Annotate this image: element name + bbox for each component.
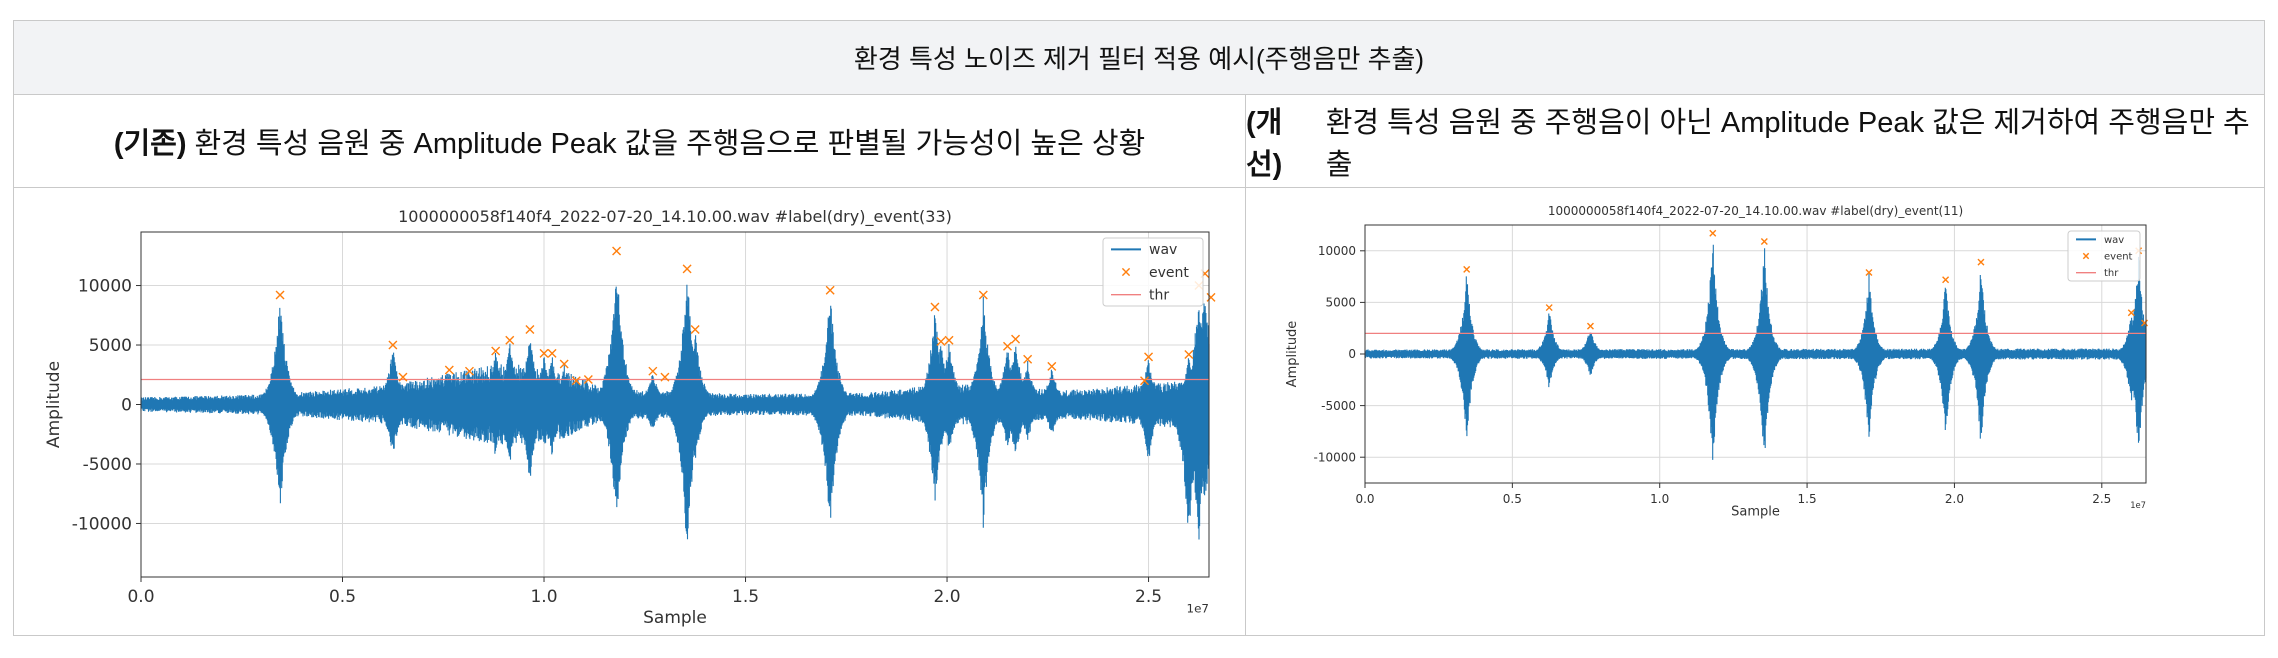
y-axis-label: Amplitude xyxy=(44,361,64,448)
event-marker xyxy=(1586,322,1594,330)
event-marker xyxy=(1144,352,1154,362)
event-marker xyxy=(1047,361,1057,371)
event-marker xyxy=(505,335,515,345)
event-marker xyxy=(690,325,700,335)
y-tick-label: 10000 xyxy=(1318,244,1356,258)
legend-label: event xyxy=(2104,252,2133,263)
event-marker xyxy=(464,366,474,376)
x-axis-label: Sample xyxy=(1731,504,1780,519)
event-marker xyxy=(571,376,581,386)
event-marker xyxy=(398,372,408,382)
event-marker xyxy=(825,285,835,295)
legend-label: wav xyxy=(2104,235,2124,246)
x-tick-label: 1.5 xyxy=(732,587,759,607)
y-tick-label: -5000 xyxy=(1321,399,1356,413)
x-axis-multiplier: 1e7 xyxy=(1187,602,1209,616)
y-tick-label: 0 xyxy=(121,395,132,415)
right-chart-cell: 1000000058f140f4_2022-07-20_14.10.00.wav… xyxy=(1246,188,2264,635)
event-marker xyxy=(1206,292,1216,302)
wav-series-line xyxy=(140,284,1210,540)
x-tick-label: 1.0 xyxy=(1650,492,1669,506)
event-marker xyxy=(525,325,535,335)
left-chart: 1000000058f140f4_2022-07-20_14.10.00.wav… xyxy=(44,207,1216,628)
event-marker xyxy=(1760,238,1768,246)
event-marker xyxy=(1865,268,1873,276)
event-marker xyxy=(539,348,549,358)
event-marker xyxy=(1184,350,1194,360)
x-tick-label: 0.0 xyxy=(127,587,154,607)
y-tick-label: 5000 xyxy=(1325,296,1356,310)
right-header-text: 환경 특성 음원 중 주행음이 아닌 Amplitude Peak 값은 제거하… xyxy=(1325,106,2250,181)
wav-series-line xyxy=(1364,244,2147,460)
left-column-header: (기존) 환경 특성 음원 중 Amplitude Peak 값을 주행음으로 … xyxy=(14,94,1246,188)
x-tick-label: 2.5 xyxy=(2092,492,2111,506)
event-marker xyxy=(583,375,593,385)
right-header-tag: (개선) xyxy=(1246,106,1283,181)
chart-title: 1000000058f140f4_2022-07-20_14.10.00.wav… xyxy=(1548,204,1963,218)
legend-label: thr xyxy=(1149,288,1169,304)
event-marker xyxy=(944,335,954,345)
legend-label: thr xyxy=(2104,268,2119,279)
event-marker xyxy=(648,366,658,376)
left-header-tag: (기존) xyxy=(113,127,187,160)
y-tick-label: -5000 xyxy=(83,455,132,475)
event-marker xyxy=(2127,309,2135,317)
x-tick-label: 1.0 xyxy=(530,587,557,607)
left-header-text: 환경 특성 음원 중 Amplitude Peak 값을 주행음으로 판별될 가… xyxy=(194,127,1146,160)
event-marker xyxy=(1709,229,1717,237)
table-title: 환경 특성 노이즈 제거 필터 적용 예시(주행음만 추출) xyxy=(14,21,2264,95)
x-axis-label: Sample xyxy=(643,608,707,628)
event-marker xyxy=(547,348,557,358)
x-tick-label: 2.0 xyxy=(934,587,961,607)
y-tick-label: 0 xyxy=(1348,347,1356,361)
x-tick-label: 0.5 xyxy=(1503,492,1522,506)
y-tick-label: 10000 xyxy=(78,276,132,296)
y-tick-label: 5000 xyxy=(89,336,132,356)
legend-event-swatch xyxy=(1121,267,1131,277)
x-tick-label: 0.5 xyxy=(329,587,356,607)
event-marker xyxy=(978,290,988,300)
event-marker xyxy=(612,246,622,256)
event-marker xyxy=(1002,341,1012,351)
x-axis-multiplier: 1e7 xyxy=(2130,500,2146,510)
right-chart: 1000000058f140f4_2022-07-20_14.10.00.wav… xyxy=(1285,204,2149,519)
legend-box xyxy=(1102,237,1204,307)
y-tick-label: -10000 xyxy=(1313,450,1356,464)
event-marker xyxy=(1463,265,1471,273)
event-marker xyxy=(1942,276,1950,284)
x-tick-label: 2.5 xyxy=(1135,587,1162,607)
event-marker xyxy=(1140,376,1150,386)
table-title-text: 환경 특성 노이즈 제거 필터 적용 예시(주행음만 추출) xyxy=(853,44,1425,74)
event-marker xyxy=(682,264,692,274)
legend-label: wav xyxy=(1149,242,1177,258)
event-marker xyxy=(1023,354,1033,364)
event-marker xyxy=(936,336,946,346)
event-marker xyxy=(1011,334,1021,344)
event-marker xyxy=(2141,319,2149,327)
x-tick-label: 2.0 xyxy=(1945,492,1964,506)
x-tick-label: 1.5 xyxy=(1798,492,1817,506)
right-column-header: (개선) 환경 특성 음원 중 주행음이 아닌 Amplitude Peak 값… xyxy=(1246,94,2264,188)
legend-label: event xyxy=(1149,265,1189,281)
event-marker xyxy=(1977,258,1985,266)
left-chart-cell: 1000000058f140f4_2022-07-20_14.10.00.wav… xyxy=(14,188,1246,635)
y-tick-label: -10000 xyxy=(72,514,132,534)
y-axis-label: Amplitude xyxy=(1285,321,1300,388)
comparison-table: 환경 특성 노이즈 제거 필터 적용 예시(주행음만 추출) (기존) 환경 특… xyxy=(13,20,2265,636)
event-marker xyxy=(275,290,285,300)
event-marker xyxy=(1545,304,1553,312)
event-marker xyxy=(559,359,569,369)
chart-title: 1000000058f140f4_2022-07-20_14.10.00.wav… xyxy=(398,207,952,227)
event-marker xyxy=(491,346,501,356)
x-tick-label: 0.0 xyxy=(1355,492,1374,506)
legend-event-swatch xyxy=(2082,252,2090,260)
event-marker xyxy=(660,372,670,382)
legend-box xyxy=(2067,230,2141,282)
event-marker xyxy=(388,340,398,350)
event-marker xyxy=(930,302,940,312)
event-marker xyxy=(444,365,454,375)
